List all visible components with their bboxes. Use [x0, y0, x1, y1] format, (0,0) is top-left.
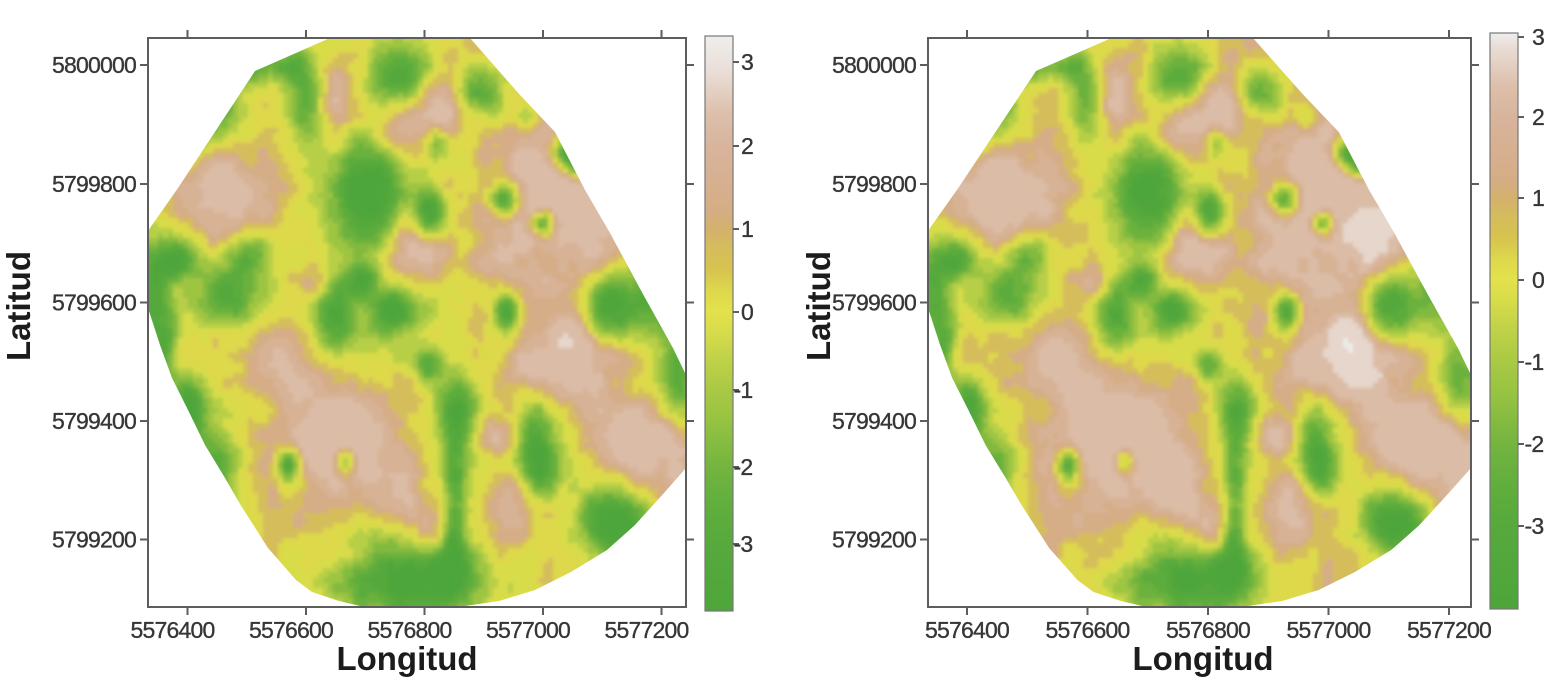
svg-text:Longitud: Longitud — [1132, 640, 1273, 677]
svg-text:2: 2 — [1532, 104, 1544, 130]
svg-text:5576800: 5576800 — [368, 617, 452, 643]
svg-text:3: 3 — [741, 49, 753, 75]
svg-text:5576600: 5576600 — [249, 617, 333, 643]
svg-text:1: 1 — [741, 216, 753, 242]
svg-text:-3: -3 — [1525, 513, 1544, 539]
svg-text:0: 0 — [741, 299, 753, 325]
svg-text:5799400: 5799400 — [52, 408, 136, 434]
svg-text:5576800: 5576800 — [1166, 617, 1250, 643]
svg-text:Longitud: Longitud — [336, 640, 477, 677]
svg-text:1: 1 — [1532, 185, 1544, 211]
svg-text:-1: -1 — [1525, 349, 1544, 375]
svg-text:5576600: 5576600 — [1046, 617, 1130, 643]
svg-text:5799800: 5799800 — [832, 171, 916, 197]
svg-text:Latitud: Latitud — [800, 251, 837, 361]
svg-text:5800000: 5800000 — [52, 52, 136, 78]
svg-text:Latitud: Latitud — [0, 251, 37, 361]
svg-text:5799800: 5799800 — [52, 171, 136, 197]
svg-text:5799200: 5799200 — [52, 527, 136, 553]
svg-text:2: 2 — [741, 133, 753, 159]
svg-text:5799400: 5799400 — [832, 408, 916, 434]
svg-text:5799600: 5799600 — [832, 290, 916, 316]
svg-text:5799200: 5799200 — [832, 527, 916, 553]
svg-text:5799600: 5799600 — [52, 290, 136, 316]
svg-text:0: 0 — [1532, 267, 1544, 293]
svg-text:5576400: 5576400 — [925, 617, 1009, 643]
svg-text:5577000: 5577000 — [486, 617, 570, 643]
svg-text:5577000: 5577000 — [1287, 617, 1371, 643]
svg-text:-2: -2 — [1525, 431, 1544, 457]
svg-text:-1: -1 — [734, 377, 753, 403]
svg-text:5577200: 5577200 — [1407, 617, 1491, 643]
svg-text:-2: -2 — [734, 454, 753, 480]
svg-text:5577200: 5577200 — [605, 617, 689, 643]
svg-text:-3: -3 — [734, 531, 753, 557]
svg-text:5576400: 5576400 — [131, 617, 215, 643]
svg-text:3: 3 — [1532, 24, 1544, 50]
svg-text:5800000: 5800000 — [832, 52, 916, 78]
